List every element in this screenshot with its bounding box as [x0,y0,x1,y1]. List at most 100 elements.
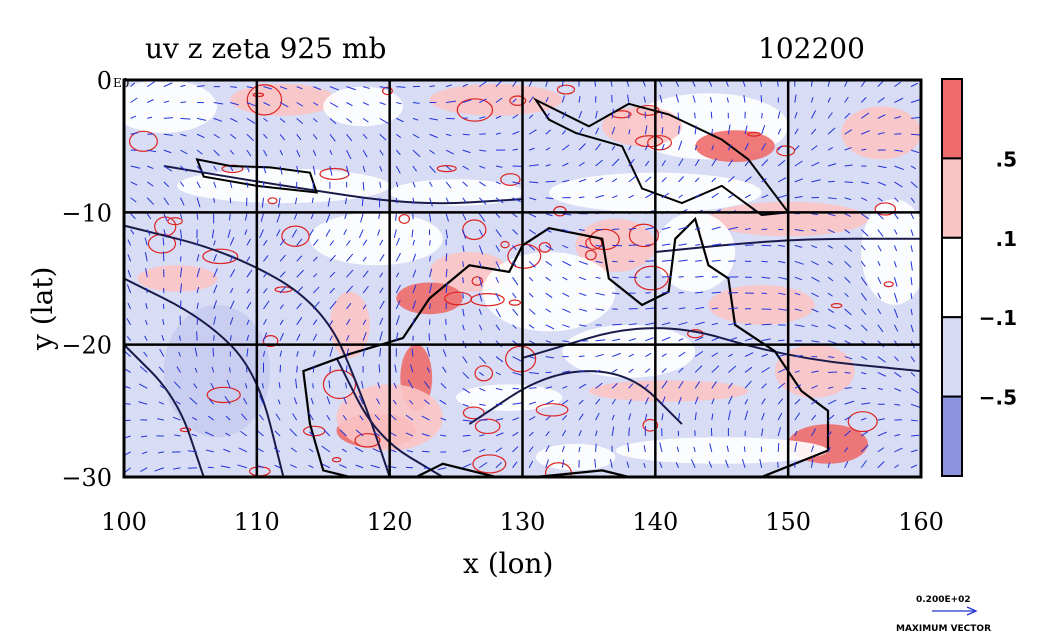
wind-vector [894,447,903,453]
wind-vector [377,229,381,236]
wind-vector [495,387,503,391]
wind-vector [794,178,803,183]
wind-vector [861,130,870,135]
anomaly-patch [861,199,921,305]
wind-vector [595,353,604,358]
wind-vector [442,349,447,357]
wind-vector [180,101,187,103]
wind-vector [910,419,918,422]
wind-vector [811,128,817,135]
wind-vector [130,181,138,186]
wind-vector [645,244,651,246]
wind-vector [146,181,154,187]
wind-vector [379,239,384,246]
wind-vector [479,81,487,88]
wind-vector [162,303,165,309]
wind-vector [310,397,314,405]
wind-vector [289,428,298,437]
wind-vector [694,336,704,342]
wind-vector [157,418,164,421]
wind-vector [810,428,817,437]
wind-vector [379,254,385,262]
wind-vector [395,237,400,246]
wind-vector [844,308,852,316]
wind-vector [478,292,483,302]
wind-vector [246,117,256,124]
wind-vector [628,323,637,326]
wind-vector [479,116,486,119]
wind-vector [228,213,231,221]
y-top-suffix: E0 [113,76,129,90]
wind-vector [628,383,634,389]
wind-vector [860,229,869,237]
zeta-contour [504,345,537,373]
wind-vector [163,117,174,119]
wind-vector [744,323,752,326]
wind-vector [180,117,191,120]
wind-vector [229,300,235,310]
wind-vector [678,158,684,167]
wind-vector [341,448,347,453]
wind-vector [678,276,684,278]
wind-vector [512,417,520,421]
colorbar-level-label: −.5 [979,386,1017,410]
colorbar-segment [941,316,963,398]
wind-vector [811,292,819,298]
anomaly-patch [309,212,443,266]
wind-vector [429,197,433,207]
wind-vector [196,286,200,294]
wind-vector [761,353,768,358]
wind-vector [196,213,199,220]
wind-vector [578,162,585,167]
wind-vector [661,243,671,246]
wind-vector [180,149,188,155]
wind-vector [396,102,402,105]
wind-vector [612,228,620,231]
wind-vector [794,384,802,389]
wind-vector [744,352,754,358]
anomaly-patch [329,291,370,358]
wind-vector [827,386,834,389]
wind-vector [728,353,734,358]
wind-vector [844,213,851,218]
wind-vector [462,165,469,170]
wind-vector [744,142,749,151]
wind-vector [628,145,632,151]
wind-vector [313,86,322,91]
wind-vector [711,413,714,421]
wind-vector [329,133,336,142]
wind-vector [860,260,866,268]
wind-vector [778,260,786,264]
wind-vector [844,164,853,167]
anomaly-patch [389,179,523,206]
wind-vector [479,181,486,187]
wind-vector [479,372,485,377]
wind-vector [794,244,803,248]
wind-vector [144,335,148,341]
coastline-new-guinea [532,97,791,217]
wind-vector [562,292,570,298]
wind-vector [711,226,721,231]
wind-vector [343,397,347,405]
wind-vector [346,253,354,262]
wind-vector [644,125,648,135]
wind-vector [313,102,319,106]
wind-vector [213,165,217,171]
wind-vector [860,324,868,332]
wind-vector [910,449,918,453]
wind-vector [545,197,554,200]
wind-vector [861,181,869,185]
wind-vector [562,399,569,405]
wind-vector [678,259,688,262]
wind-vector [694,350,704,357]
wind-vector [844,260,852,268]
wind-vector [406,450,414,453]
wind-vector [130,229,135,235]
wind-vector [710,111,713,119]
wind-vector [295,378,298,389]
wind-vector [179,256,182,262]
wind-vector [678,413,681,421]
wind-vector [695,306,705,310]
wind-vector [893,324,899,332]
wind-vector [162,318,165,325]
